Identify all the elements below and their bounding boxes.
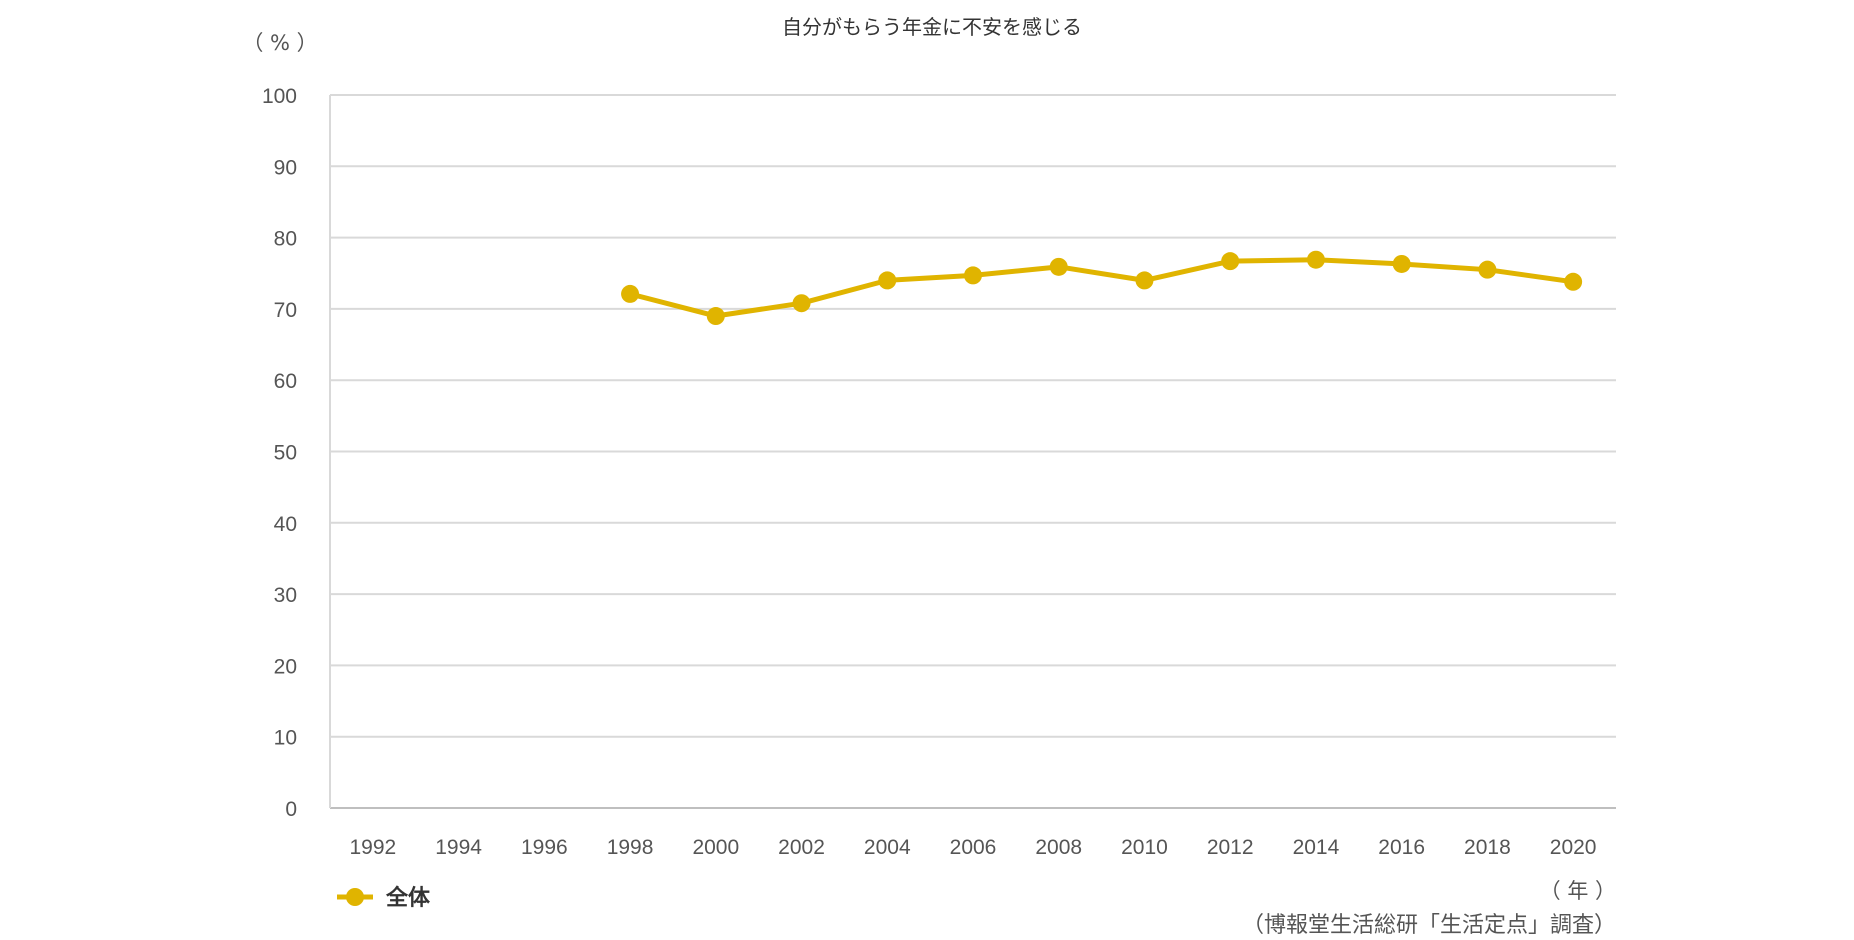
y-tick-label: 90: [274, 156, 297, 179]
data-point-2000: [706, 307, 725, 326]
y-tick-label: 40: [274, 513, 297, 536]
x-axis-unit: （ 年 ）: [1540, 879, 1616, 903]
y-tick-label: 0: [285, 798, 297, 821]
y-tick-label: 100: [262, 85, 297, 108]
legend-marker: [346, 888, 364, 906]
y-axis-unit: （ % ）: [242, 31, 317, 55]
x-tick-label: 2020: [1550, 836, 1597, 859]
legend-label: 全体: [385, 885, 431, 911]
data-point-2008: [1049, 257, 1068, 276]
data-point-2014: [1306, 250, 1325, 269]
x-tick-label: 2008: [1035, 836, 1082, 859]
data-point-1998: [621, 284, 640, 303]
x-tick-label: 2002: [778, 836, 825, 859]
source-note: （博報堂生活総研「生活定点」調査）: [1242, 913, 1616, 938]
y-tick-label: 80: [274, 228, 297, 251]
y-tick-label: 20: [274, 655, 297, 678]
data-point-2002: [792, 294, 811, 313]
data-point-2006: [964, 266, 982, 285]
x-tick-label: 1992: [350, 836, 397, 859]
x-tick-label: 1994: [435, 836, 482, 859]
y-tick-label: 50: [274, 442, 297, 465]
y-tick-label: 30: [274, 584, 297, 607]
x-tick-label: 2018: [1464, 836, 1511, 859]
legend: 全体: [337, 885, 431, 911]
chart-title: 自分がもらう年金に不安を感じる: [782, 15, 1082, 39]
x-tick-label: 2012: [1207, 836, 1254, 859]
y-tick-label: 10: [274, 727, 297, 750]
x-tick-label: 2014: [1293, 836, 1340, 859]
x-tick-label: 2000: [692, 836, 739, 859]
data-point-2018: [1478, 260, 1497, 279]
data-point-2020: [1564, 272, 1583, 291]
y-tick-label: 70: [274, 299, 297, 322]
series-line: [629, 257, 1574, 319]
data-point-2012: [1221, 252, 1240, 271]
y-tick-label: 60: [274, 370, 297, 393]
x-tick-label: 2010: [1121, 836, 1168, 859]
data-point-2010: [1135, 271, 1154, 290]
x-tick-label: 2016: [1378, 836, 1425, 859]
x-tick-label: 2006: [950, 836, 997, 859]
x-tick-label: 1998: [607, 836, 654, 859]
x-tick-label: 1996: [521, 836, 568, 859]
data-point-2004: [878, 271, 897, 290]
data-point-2016: [1392, 254, 1411, 273]
x-tick-label: 2004: [864, 836, 911, 859]
